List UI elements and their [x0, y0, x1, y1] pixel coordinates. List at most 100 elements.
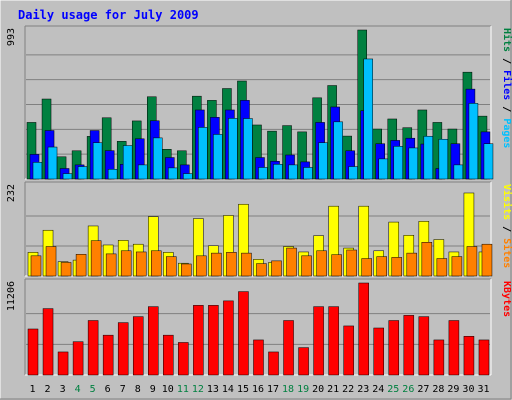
pages-bar — [62, 173, 73, 180]
x-tick-label: 12 — [192, 384, 204, 395]
x-tick-label: 5 — [90, 384, 96, 395]
sites-bar — [120, 250, 132, 277]
x-tick-label: 20 — [312, 384, 324, 395]
kbytes-bar — [373, 327, 384, 376]
x-tick-label: 16 — [252, 384, 264, 395]
kbytes-bar — [148, 306, 159, 376]
kbytes-bar — [418, 316, 430, 376]
kbytes-bar — [102, 334, 114, 376]
sites-bar — [241, 252, 252, 277]
sites-bar — [151, 250, 162, 277]
chart-title: Daily usage for July 2009 — [18, 8, 199, 22]
x-tick-label: 8 — [135, 384, 141, 395]
kbytes-bar — [343, 325, 354, 376]
kbytes-bar — [117, 322, 129, 376]
kbytes-bar — [388, 320, 400, 376]
sites-bar — [346, 249, 357, 277]
pages-bar — [453, 164, 464, 180]
x-tick-label: 24 — [372, 384, 384, 395]
x-tick-label: 13 — [207, 384, 219, 395]
pages-bar — [273, 164, 283, 180]
pages-bar — [47, 146, 58, 180]
x-tick-label: 18 — [282, 384, 294, 395]
sites-bar — [466, 246, 478, 277]
x-tick-label: 27 — [417, 384, 429, 395]
kbytes-bar — [448, 320, 460, 376]
kbytes-bar — [87, 320, 99, 376]
panel-layer: 993 Hits / Files / Pages 232 Visits / Sites… — [6, 25, 512, 395]
sites-bar — [60, 262, 72, 277]
kbytes-bar — [358, 282, 369, 376]
chart-panel-1: 993 Hits / Files / Pages — [6, 25, 512, 180]
pages-bar — [348, 166, 358, 180]
pages-bar — [137, 164, 148, 180]
pages-bar — [198, 127, 208, 180]
sites-bar — [301, 255, 312, 277]
x-tick-label: 10 — [162, 384, 174, 395]
chart-panel-2: 232 Visits / Sites — [6, 181, 512, 277]
legend-separator: / — [501, 220, 512, 238]
sites-bar — [436, 258, 448, 277]
sites-bar — [30, 255, 42, 277]
legend: KBytes — [501, 281, 512, 317]
sites-bar — [481, 243, 493, 277]
x-tick-label: 9 — [150, 384, 156, 395]
x-tick-label: 23 — [357, 384, 369, 395]
kbytes-bar — [313, 306, 324, 376]
y-axis-max-label: 993 — [6, 28, 17, 46]
x-tick-label: 25 — [387, 384, 399, 395]
x-tick-label: 14 — [222, 384, 234, 395]
sites-bar — [45, 246, 57, 277]
legend-entry: Hits — [501, 28, 512, 52]
x-tick-label: 1 — [30, 384, 36, 395]
pages-bar — [243, 118, 253, 180]
pages-bar — [258, 167, 268, 180]
pages-bar — [168, 167, 178, 180]
sites-bar — [421, 242, 433, 277]
pages-bar — [213, 134, 223, 180]
pages-bar — [468, 103, 479, 180]
kbytes-bar — [463, 336, 475, 376]
kbytes-bar — [208, 305, 219, 376]
sites-bar — [271, 260, 282, 277]
pages-bar — [438, 138, 449, 180]
x-tick-label: 7 — [120, 384, 126, 395]
sites-bar — [451, 256, 463, 277]
x-tick-label: 30 — [462, 384, 474, 395]
legend-entry: Sites — [501, 238, 512, 268]
kbytes-bar — [42, 308, 54, 376]
sites-bar — [226, 252, 237, 277]
legend: Hits / Files / Pages — [501, 28, 512, 148]
sites-bar — [75, 254, 87, 277]
sites-bar — [181, 263, 192, 277]
kbytes-bar — [72, 341, 84, 376]
sites-bar — [256, 263, 267, 277]
sites-bar — [90, 240, 102, 277]
kbytes-bar — [132, 316, 144, 376]
x-tick-label: 3 — [60, 384, 66, 395]
sites-bar — [211, 252, 222, 277]
pages-bar — [228, 118, 238, 180]
kbytes-bar — [433, 339, 445, 376]
legend-entry: Pages — [501, 118, 512, 148]
sites-bar — [286, 247, 297, 277]
x-tick-label: 19 — [297, 384, 309, 395]
pages-bar — [363, 58, 373, 180]
kbytes-bar — [223, 300, 234, 376]
kbytes-bar — [268, 351, 279, 376]
y-axis-max-label: 11206 — [6, 281, 17, 311]
legend-entry: Files — [501, 70, 512, 100]
pages-bar — [92, 142, 103, 180]
x-tick-label: 28 — [432, 384, 444, 395]
kbytes-bar — [193, 305, 204, 376]
legend-entry: KBytes — [501, 281, 512, 317]
sites-bar — [196, 255, 207, 277]
pages-bar — [183, 173, 193, 180]
kbytes-bar — [328, 306, 339, 376]
y-axis-max-label: 232 — [6, 184, 17, 202]
pages-bar — [378, 158, 388, 180]
pages-bar — [318, 142, 328, 180]
kbytes-bar — [238, 291, 249, 376]
sites-bar — [331, 254, 342, 277]
sites-bar — [376, 256, 387, 277]
